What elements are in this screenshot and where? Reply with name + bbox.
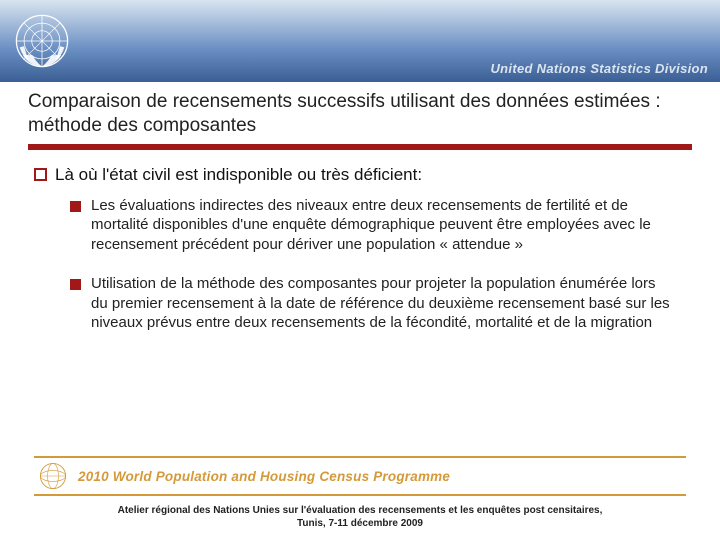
census-banner-text: 2010 World Population and Housing Census…	[78, 469, 450, 484]
census-logo-icon	[38, 461, 68, 491]
bullet-solid-icon	[70, 201, 81, 212]
header-banner: United Nations Statistics Division	[0, 0, 720, 82]
bullet-outline-icon	[34, 168, 47, 181]
main-bullet: Là où l'état civil est indisponible ou t…	[28, 164, 692, 186]
sub-bullet-text: Utilisation de la méthode des composante…	[91, 274, 672, 333]
sub-bullet: Les évaluations indirectes des niveaux e…	[70, 196, 692, 255]
slide-content: Comparaison de recensements successifs u…	[0, 82, 720, 333]
main-bullet-text: Là où l'état civil est indisponible ou t…	[55, 164, 422, 186]
title-underline	[28, 144, 692, 150]
footer-text: Atelier régional des Nations Unies sur l…	[0, 504, 720, 540]
header-division-text: United Nations Statistics Division	[490, 61, 708, 76]
footer-line2: Tunis, 7-11 décembre 2009	[297, 518, 423, 529]
footer: 2010 World Population and Housing Census…	[0, 456, 720, 540]
bullet-solid-icon	[70, 279, 81, 290]
un-logo	[10, 9, 74, 73]
sub-bullet-text: Les évaluations indirectes des niveaux e…	[91, 196, 672, 255]
footer-line1: Atelier régional des Nations Unies sur l…	[118, 505, 603, 516]
slide-title: Comparaison de recensements successifs u…	[28, 90, 692, 138]
census-banner: 2010 World Population and Housing Census…	[34, 456, 686, 496]
sub-bullet: Utilisation de la méthode des composante…	[70, 274, 692, 333]
